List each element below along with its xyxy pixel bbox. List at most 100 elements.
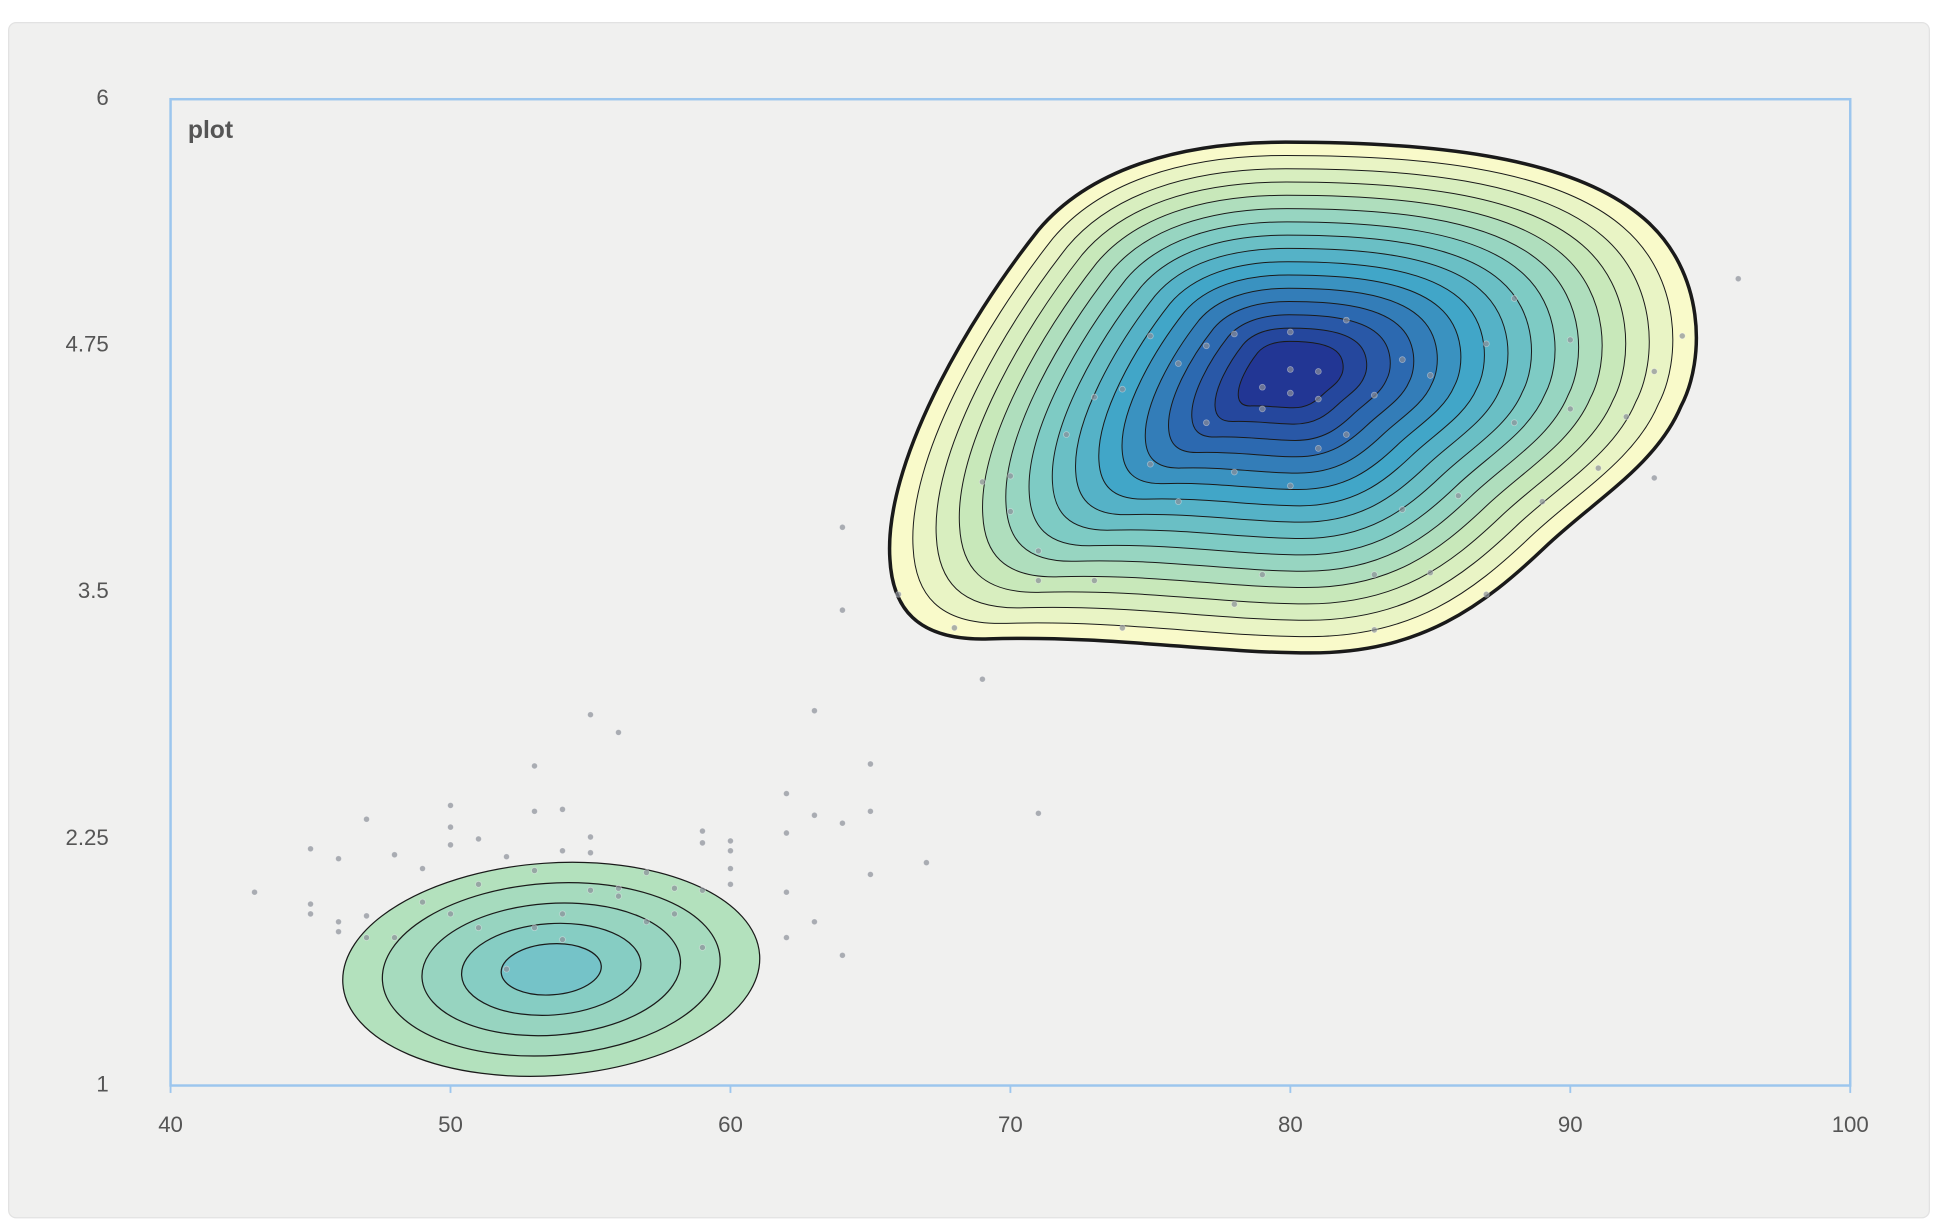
point xyxy=(1510,295,1518,302)
point xyxy=(867,871,874,878)
point xyxy=(1398,506,1406,513)
point xyxy=(363,912,370,920)
point xyxy=(1566,405,1574,413)
point xyxy=(1370,626,1378,634)
point xyxy=(1091,393,1098,401)
point xyxy=(1510,419,1518,427)
x-tick-label: 70 xyxy=(998,1112,1023,1137)
point xyxy=(475,835,482,843)
point xyxy=(839,819,846,827)
x-tick-label: 90 xyxy=(1558,1112,1583,1137)
point xyxy=(1343,431,1350,438)
point xyxy=(1035,547,1042,555)
point xyxy=(1426,569,1434,576)
point xyxy=(1482,591,1490,598)
point xyxy=(979,478,986,486)
point xyxy=(699,839,706,847)
point xyxy=(447,910,454,918)
point xyxy=(1315,445,1322,452)
point xyxy=(867,807,874,815)
contour-level xyxy=(500,943,602,996)
point xyxy=(1231,600,1238,608)
point xyxy=(951,624,958,632)
point xyxy=(1259,405,1266,413)
point xyxy=(531,762,538,770)
point xyxy=(727,880,734,888)
point xyxy=(1370,391,1378,399)
point xyxy=(251,888,258,896)
point xyxy=(1426,372,1434,379)
point xyxy=(867,760,874,768)
x-tick-label: 80 xyxy=(1278,1112,1303,1137)
point xyxy=(811,918,818,926)
point xyxy=(1091,577,1098,584)
point xyxy=(727,847,734,855)
point xyxy=(447,823,454,831)
point xyxy=(727,837,734,845)
point xyxy=(1287,328,1294,336)
point xyxy=(1175,360,1182,367)
point xyxy=(559,910,566,918)
point xyxy=(699,827,706,835)
point xyxy=(307,910,314,918)
point xyxy=(1622,413,1630,421)
point xyxy=(419,865,426,872)
point xyxy=(811,707,818,715)
point xyxy=(1734,275,1742,283)
point xyxy=(1287,389,1294,397)
point xyxy=(727,865,734,872)
x-tick-label: 50 xyxy=(438,1112,463,1137)
plot-title: plot xyxy=(188,117,233,144)
point xyxy=(531,807,538,815)
point xyxy=(839,951,846,959)
point xyxy=(1147,332,1154,340)
point xyxy=(783,829,790,837)
point xyxy=(671,884,678,892)
point xyxy=(1287,366,1294,373)
point xyxy=(1650,368,1658,375)
y-tick-label: 2.25 xyxy=(65,825,108,850)
x-tick-label: 40 xyxy=(158,1112,183,1137)
point xyxy=(307,900,314,908)
point xyxy=(699,886,706,894)
point xyxy=(1343,316,1350,324)
point xyxy=(979,675,986,683)
point xyxy=(783,790,790,797)
point xyxy=(1119,385,1126,393)
point xyxy=(587,849,594,857)
point xyxy=(1454,492,1462,500)
point xyxy=(1482,340,1490,348)
point xyxy=(1203,419,1210,427)
point xyxy=(615,892,622,900)
point xyxy=(699,944,706,951)
point xyxy=(1007,508,1014,515)
point xyxy=(1566,336,1574,344)
point xyxy=(475,880,482,888)
points xyxy=(251,275,1742,973)
point xyxy=(475,924,482,932)
point xyxy=(559,806,566,813)
point xyxy=(839,606,846,614)
point xyxy=(363,934,370,941)
point xyxy=(1678,332,1686,340)
point xyxy=(335,918,342,926)
point xyxy=(1063,431,1070,438)
point xyxy=(923,859,930,866)
point xyxy=(307,845,314,853)
point xyxy=(1231,468,1238,476)
point xyxy=(1035,577,1042,584)
point xyxy=(1119,624,1126,632)
point xyxy=(1147,460,1154,468)
point xyxy=(503,965,510,973)
point xyxy=(1398,356,1406,363)
y-tick-label: 1 xyxy=(96,1071,108,1096)
point xyxy=(615,729,622,736)
point xyxy=(811,811,818,819)
point xyxy=(503,853,510,861)
point xyxy=(1370,571,1378,578)
point xyxy=(1175,498,1182,505)
point xyxy=(643,918,650,926)
point xyxy=(335,855,342,863)
point xyxy=(1650,474,1658,482)
contour-level xyxy=(1238,341,1343,407)
